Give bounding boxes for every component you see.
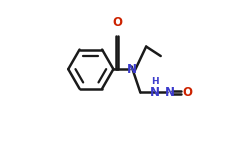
Text: O: O	[112, 16, 121, 29]
Text: N: N	[164, 86, 174, 99]
Text: N: N	[149, 86, 159, 99]
Text: N: N	[126, 63, 136, 76]
Text: H: H	[150, 77, 158, 86]
Text: O: O	[181, 86, 192, 99]
